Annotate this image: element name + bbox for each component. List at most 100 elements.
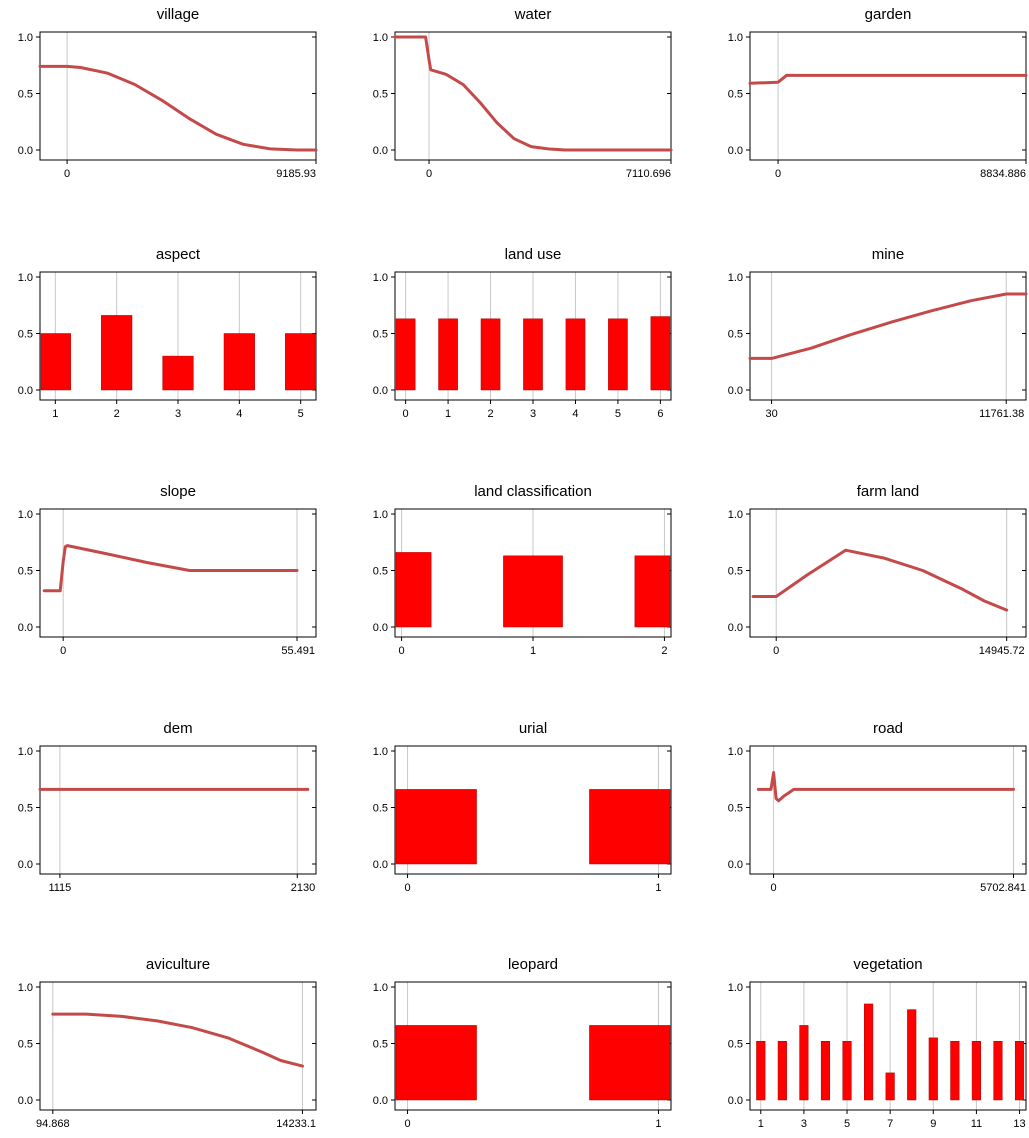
chart-road: road 0.0 0.5 1.0 0 5702.841 xyxy=(728,720,1027,894)
bar-vegetation-9 xyxy=(928,1037,938,1101)
plot-frame xyxy=(39,981,317,1111)
x-tick-label: 1 xyxy=(655,1118,661,1130)
y-tick-label: 0.5 xyxy=(373,329,388,341)
x-tick-label: 1 xyxy=(655,882,661,894)
y-tick-label: 1.0 xyxy=(18,509,33,521)
bar-vegetation-7 xyxy=(885,1072,895,1101)
bar-vegetation-11 xyxy=(971,1040,981,1101)
y-tick-label: 0.0 xyxy=(373,1095,388,1107)
bar-land-use-3 xyxy=(523,318,543,391)
y-tick-label: 0.0 xyxy=(18,145,33,157)
bar-vegetation-1 xyxy=(756,1040,766,1101)
chart-aspect: aspect 0.0 0.5 1.0 1 2 3 4 5 xyxy=(18,246,317,420)
chart-panel-water: water 0.0 0.5 1.0 0 7110.696 xyxy=(355,0,674,188)
bar-vegetation-5 xyxy=(842,1040,852,1101)
y-tick-label: 0.5 xyxy=(373,803,388,815)
y-tick-label: 0.5 xyxy=(18,803,33,815)
y-tick-label: 0.0 xyxy=(728,385,743,397)
x-tick-label: 5 xyxy=(844,1118,850,1130)
x-tick-label: 0 xyxy=(404,1118,410,1130)
chart-panel-village: village 0.0 0.5 1.0 0 9185.93 xyxy=(0,0,319,188)
bar-vegetation-3 xyxy=(799,1025,809,1101)
chart-land-use: land use 0.0 0.5 1.0 0 1 2 3 4 5 6 xyxy=(373,246,672,420)
x-tick-label: 0 xyxy=(60,645,66,657)
y-tick-label: 1.0 xyxy=(728,272,743,284)
y-tick-label: 1.0 xyxy=(373,746,388,758)
x-tick-label: 0 xyxy=(426,168,432,180)
y-tick-label: 0.0 xyxy=(728,145,743,157)
chart-water: water 0.0 0.5 1.0 0 7110.696 xyxy=(373,6,673,180)
bar-land-classification-0 xyxy=(395,552,432,628)
x-tick-label: 11761.38 xyxy=(979,408,1024,420)
x-tick-label: 14233.1 xyxy=(276,1118,316,1130)
bar-vegetation-4 xyxy=(820,1040,831,1101)
x-tick-label: 5702.841 xyxy=(980,882,1026,894)
y-tick-label: 0.5 xyxy=(728,803,743,815)
chart-panel-garden: garden 0.0 0.5 1.0 0 8834.886 xyxy=(710,0,1029,188)
bar-aspect-4 xyxy=(223,333,255,391)
x-tick-label: 7 xyxy=(887,1118,893,1130)
y-tick-label: 0.0 xyxy=(373,385,388,397)
response-curve-aviculture xyxy=(51,1012,304,1068)
x-tick-label: 0 xyxy=(773,645,779,657)
chart-title: leopard xyxy=(508,956,558,973)
y-tick-label: 0.5 xyxy=(728,89,743,101)
chart-title: aspect xyxy=(156,246,201,263)
plot-frame xyxy=(749,745,1027,875)
chart-title: aviculture xyxy=(146,956,210,973)
chart-slope: slope 0.0 0.5 1.0 0 55.491 xyxy=(18,483,317,657)
x-tick-label: 30 xyxy=(765,408,777,420)
x-tick-label: 0 xyxy=(399,645,405,657)
chart-panel-slope: slope 0.0 0.5 1.0 0 55.491 xyxy=(0,477,319,665)
bar-vegetation-10 xyxy=(950,1040,960,1101)
chart-panel-vegetation: vegetation 0.0 0.5 1.0 1 3 5 7 9 11 13 xyxy=(710,950,1029,1138)
y-tick-label: 0.0 xyxy=(373,622,388,634)
plot-frame xyxy=(394,31,672,161)
bar-leopard-0 xyxy=(395,1025,477,1101)
bar-land-use-5 xyxy=(608,318,628,391)
response-curve-slope xyxy=(42,544,299,593)
y-tick-label: 0.5 xyxy=(373,89,388,101)
chart-panel-road: road 0.0 0.5 1.0 0 5702.841 xyxy=(710,714,1029,902)
chart-title: land classification xyxy=(474,483,592,500)
x-tick-label: 13 xyxy=(1013,1118,1025,1130)
x-tick-label: 3 xyxy=(801,1118,807,1130)
chart-panel-land-use: land use 0.0 0.5 1.0 0 1 2 3 4 5 6 xyxy=(355,240,674,428)
plot-frame xyxy=(39,508,317,638)
chart-garden: garden 0.0 0.5 1.0 0 8834.886 xyxy=(728,6,1028,180)
bar-vegetation-13 xyxy=(1014,1040,1025,1101)
bar-aspect-5 xyxy=(285,333,316,391)
bar-urial-0 xyxy=(395,789,477,865)
chart-panel-mine: mine 0.0 0.5 1.0 30 11761.38 xyxy=(710,240,1029,428)
plot-frame xyxy=(39,745,317,875)
bar-land-use-1 xyxy=(438,318,458,391)
chart-aviculture: aviculture 0.0 0.5 1.0 94.868 14233.1 xyxy=(18,956,317,1130)
x-tick-label: 7110.696 xyxy=(626,168,671,180)
chart-mine: mine 0.0 0.5 1.0 30 11761.38 xyxy=(728,246,1028,420)
chart-title: slope xyxy=(160,483,196,500)
chart-panel-urial: urial 0.0 0.5 1.0 0 1 xyxy=(355,714,674,902)
x-tick-label: 1 xyxy=(530,645,536,657)
x-tick-label: 1115 xyxy=(48,882,71,894)
plot-frame xyxy=(749,31,1027,161)
bar-land-use-4 xyxy=(565,318,586,391)
plot-frame xyxy=(749,271,1027,401)
chart-title: dem xyxy=(163,720,192,737)
bar-aspect-1 xyxy=(40,333,71,391)
chart-title: mine xyxy=(872,246,905,263)
x-tick-label: 55.491 xyxy=(281,645,315,657)
x-tick-label: 0 xyxy=(403,408,409,420)
bar-vegetation-2 xyxy=(777,1040,787,1101)
bar-vegetation-8 xyxy=(907,1009,917,1101)
chart-farm-land: farm land 0.0 0.5 1.0 0 14945.72 xyxy=(728,483,1027,657)
y-tick-label: 1.0 xyxy=(373,32,388,44)
chart-title: vegetation xyxy=(853,956,922,973)
y-tick-label: 1.0 xyxy=(18,982,33,994)
y-tick-label: 0.0 xyxy=(18,1095,33,1107)
chart-leopard: leopard 0.0 0.5 1.0 0 1 xyxy=(373,956,672,1130)
chart-urial: urial 0.0 0.5 1.0 0 1 xyxy=(373,720,672,894)
x-tick-label: 11 xyxy=(971,1118,982,1130)
plot-frame xyxy=(749,508,1027,638)
